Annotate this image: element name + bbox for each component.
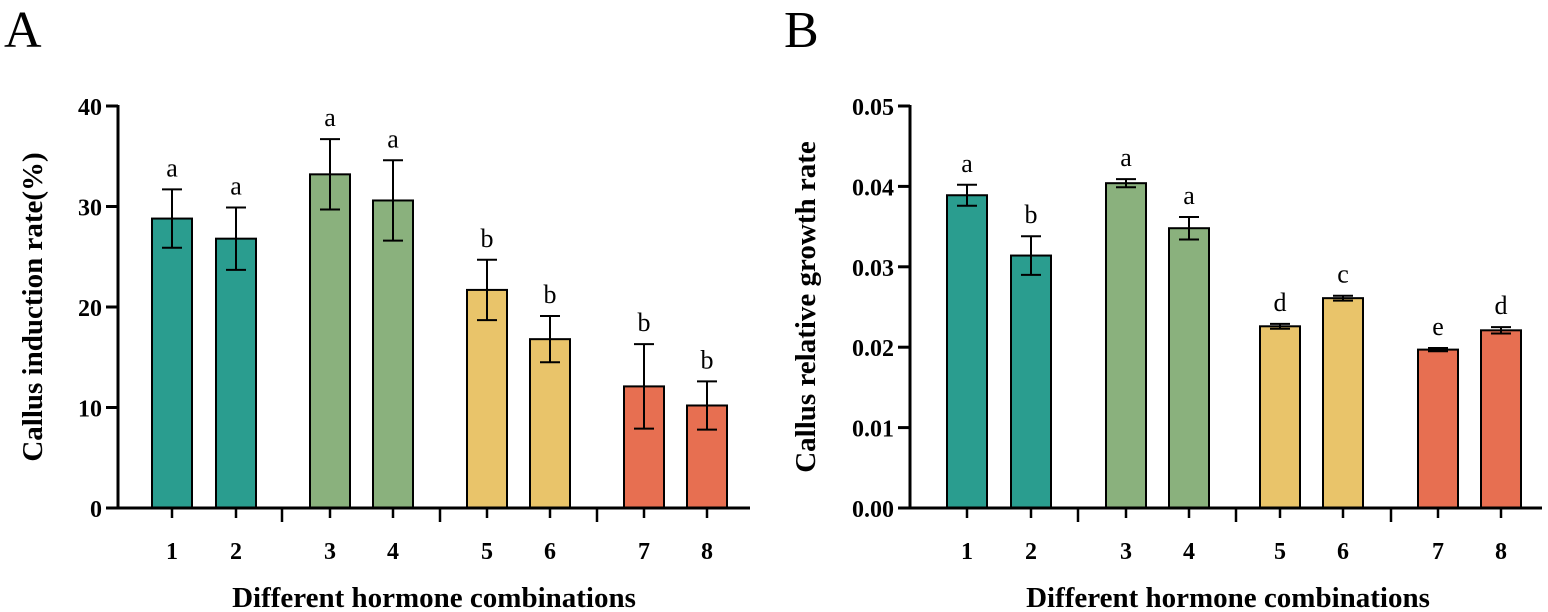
panel-a-error-bar-6 [540, 315, 560, 364]
panel-b-significance-label: c [1337, 260, 1349, 289]
panel-a-error-bar-7 [634, 343, 654, 430]
panel-b-x-tick-label: 4 [1183, 539, 1195, 565]
panel-b-significance-label: e [1432, 312, 1444, 341]
panel-b-error-bar-2 [1021, 235, 1041, 276]
panel-b-significance-label: a [961, 149, 973, 178]
panel-a-x-tick-label: 7 [638, 539, 650, 565]
panel-b-significance-label: d [1495, 291, 1508, 320]
panel-a-significance-label: b [544, 280, 557, 309]
panel-b-significance-label: d [1274, 288, 1287, 317]
panel-b-bar-4 [1168, 227, 1210, 509]
panel-a-y-tick-label: 20 [78, 296, 102, 322]
panel-a-y-tick-label: 10 [78, 397, 102, 423]
panel-a-bar-5 [466, 288, 508, 510]
panel-b-error-bar-8 [1491, 326, 1511, 335]
panel-a-error-bar-2 [226, 206, 246, 271]
panel-a-x-tick-label: 2 [230, 539, 242, 565]
panel-b-error-bar-3 [1116, 178, 1136, 189]
panel-a-error-bar-5 [477, 258, 497, 322]
panel-b-x-tick-label: 3 [1120, 539, 1132, 565]
panel-a-significance-label: b [701, 345, 714, 374]
panel-a-significance-label: a [166, 153, 178, 182]
panel-a-significance-label: b [481, 224, 494, 253]
panel-b-x-tick-label: 8 [1495, 539, 1507, 565]
panel-b-bar-1 [946, 194, 988, 510]
panel-b-y-axis-title: Callus relative growth rate [790, 141, 822, 473]
panel-a-bar-3 [309, 173, 351, 509]
panel-a-x-tick-label: 5 [481, 539, 493, 565]
panel-a-error-bar-8 [697, 380, 717, 431]
panel-b-y-tick-label: 0.05 [852, 95, 894, 121]
panel-a-y-tick-label: 40 [78, 95, 102, 121]
panel-b-x-axis-title: Different hormone combinations [1026, 582, 1430, 612]
panel-b-significance-label: b [1025, 200, 1038, 229]
panel-b-bar-5 [1259, 325, 1301, 509]
panel-b-significance-label: a [1183, 181, 1195, 210]
panel-b-bar-2 [1010, 254, 1052, 509]
panel-a-error-bar-1 [162, 188, 182, 249]
panel-a-x-tick-label: 4 [387, 539, 399, 565]
panel-a-error-bar-4 [383, 159, 403, 242]
panel-a-x-tick-label: 1 [166, 539, 178, 565]
panel-b-bar-3 [1105, 182, 1147, 510]
panel-a-y-axis-title: Callus induction rate(%) [17, 152, 49, 461]
panel-b-y-tick-label: 0.02 [852, 336, 894, 362]
panel-a-significance-label: b [638, 308, 651, 337]
panel-b: B a b a a d c e d 0.00 0.01 0.02 0.03 0.04 0.05 1 2 3 4 5 6… [784, 2, 1542, 612]
panel-b-y-tick-label: 0.00 [852, 497, 894, 523]
panel-a-y-tick-label: 0 [90, 497, 102, 523]
panel-b-x-tick-label: 2 [1025, 539, 1037, 565]
panel-b-x-tick-label: 5 [1274, 539, 1286, 565]
panel-a-letter: A [4, 2, 42, 59]
panel-a-y-tick-label: 30 [78, 196, 102, 222]
panel-b-y-tick-label: 0.04 [852, 175, 894, 201]
panel-b-bar-6 [1322, 297, 1364, 509]
panel-a-significance-label: a [387, 124, 399, 153]
panel-a-bar-1 [151, 217, 193, 509]
panel-b-error-bar-7 [1428, 347, 1448, 353]
panel-a: A a a a a b b b b 0 10 20 30 40 1 2 3 4 5 6 7 8 Different hor… [4, 2, 750, 612]
panel-a-bar-2 [215, 237, 257, 509]
panel-b-error-bar-5 [1270, 322, 1290, 330]
panel-b-error-bar-6 [1333, 294, 1353, 302]
panel-b-significance-label: a [1120, 143, 1132, 172]
panel-a-significance-label: a [230, 172, 242, 201]
panel-a-x-tick-label: 3 [324, 539, 336, 565]
panel-a-x-tick-label: 6 [544, 539, 556, 565]
panel-a-bar-4 [372, 199, 414, 509]
panel-b-bar-8 [1480, 329, 1522, 510]
panel-a-significance-label: a [324, 103, 336, 132]
panel-b-y-tick-label: 0.01 [852, 417, 894, 443]
panel-b-y-tick-label: 0.03 [852, 256, 894, 282]
panel-a-x-tick-label: 8 [701, 539, 713, 565]
panel-a-bar-6 [529, 338, 571, 509]
panel-b-error-bar-4 [1179, 215, 1199, 241]
panel-b-letter: B [784, 2, 819, 59]
panel-b-x-tick-label: 6 [1337, 539, 1349, 565]
panel-b-bar-7 [1417, 348, 1459, 509]
panel-a-error-bar-3 [320, 138, 340, 211]
panel-b-error-bar-1 [957, 183, 977, 207]
panel-a-x-axis-title: Different hormone combinations [232, 582, 636, 612]
panel-b-x-tick-label: 7 [1432, 539, 1444, 565]
panel-b-x-tick-label: 1 [961, 539, 973, 565]
